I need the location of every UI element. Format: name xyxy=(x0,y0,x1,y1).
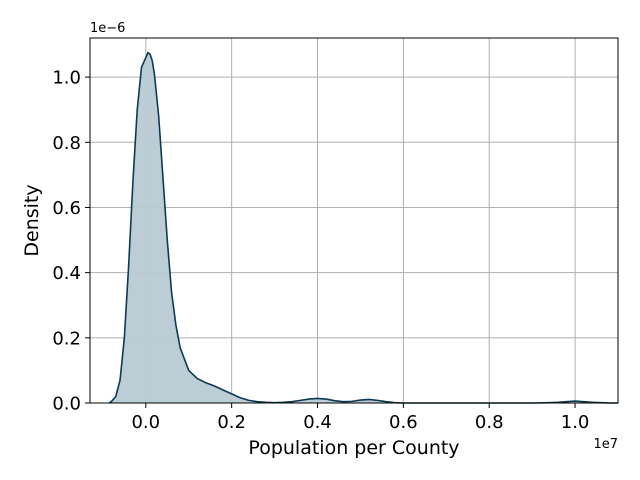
x-tick-label: 0.2 xyxy=(217,412,246,433)
y-axis-offset-label: 1e−6 xyxy=(90,21,125,36)
y-tick-label: 0.0 xyxy=(52,394,81,415)
x-tick-label: 0.4 xyxy=(303,412,332,433)
y-axis-ticks: 0.0 0.2 0.4 0.6 0.8 1.0 xyxy=(52,68,90,415)
plot-frame xyxy=(89,37,619,404)
x-tick-label: 1.0 xyxy=(561,412,590,433)
y-tick-label: 0.4 xyxy=(52,263,81,284)
y-tick-label: 1.0 xyxy=(52,68,81,89)
density-fill-area xyxy=(109,52,618,404)
y-tick-label: 0.6 xyxy=(52,198,81,219)
x-tick-label: 0.0 xyxy=(131,412,160,433)
x-axis-label: Population per County xyxy=(248,437,459,459)
x-axis-ticks: 0.0 0.2 0.4 0.6 0.8 1.0 xyxy=(131,403,589,433)
y-tick-label: 0.2 xyxy=(52,328,81,349)
x-tick-label: 0.8 xyxy=(475,412,504,433)
y-axis-label: Density xyxy=(21,184,43,256)
x-tick-label: 0.6 xyxy=(389,412,418,433)
y-tick-label: 0.8 xyxy=(52,133,81,154)
x-axis-offset-label: 1e7 xyxy=(593,437,618,452)
